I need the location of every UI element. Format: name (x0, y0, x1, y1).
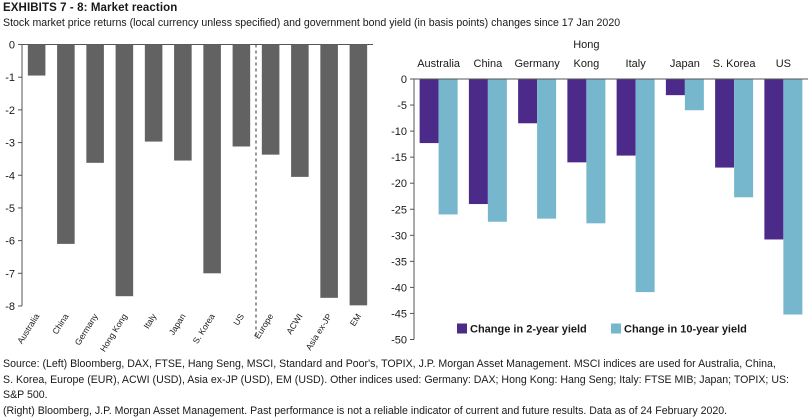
bar-s-korea (203, 44, 221, 274)
exhibit-title: EXHIBITS 7 - 8: Market reaction (3, 2, 178, 14)
bar-acwi (291, 44, 309, 177)
right-y-tick-label: -50 (391, 335, 407, 347)
bar-us-2y (764, 79, 784, 240)
x-tick-label-acwi: ACWI (284, 312, 304, 336)
category-label-hong-kong-line1: Hong (573, 39, 599, 51)
bar-us (232, 44, 251, 147)
bar-australia (27, 44, 46, 76)
x-tick-label-japan: Japan (167, 312, 188, 337)
category-label-germany: Germany (515, 58, 561, 70)
bar-hong-kong-10y (586, 79, 606, 224)
left-y-tick-label: -2 (5, 105, 15, 117)
bar-s-korea-10y (734, 79, 754, 198)
right-y-tick-label: -40 (391, 282, 407, 294)
x-tick-label-hong-kong: Hong Kong (98, 312, 129, 354)
bar-germany-2y (518, 79, 538, 124)
source-line-3: (Right) Bloomberg, J.P. Morgan Asset Man… (3, 404, 728, 417)
left-y-tick-label: -7 (5, 268, 15, 280)
right-y-tick-label: -25 (391, 204, 407, 216)
x-tick-label-us: US (231, 312, 246, 328)
bar-china-2y (468, 79, 488, 205)
x-tick-label-china: China (50, 312, 70, 337)
right-y-tick-label: -30 (391, 230, 407, 242)
right-y-tick-label: -35 (391, 256, 407, 268)
left-y-tick-label: -1 (5, 72, 15, 84)
bar-us-10y (783, 79, 803, 315)
x-tick-label-italy: Italy (141, 311, 158, 330)
category-label-italy: Italy (626, 58, 647, 70)
bar-germany (86, 44, 104, 163)
bond-yield-chart: 0 -5 -10 -15 -20 -25 -30 -35 -40 -45 -50 Australia C… (391, 39, 808, 347)
bar-italy-10y (635, 79, 655, 293)
legend-swatch-2y (457, 323, 467, 334)
left-y-tick-label: -8 (5, 301, 15, 313)
bar-japan-10y (684, 79, 704, 111)
bar-s-korea-2y (715, 79, 735, 168)
bar-china (57, 44, 75, 244)
right-y-tick-label: -45 (391, 308, 407, 320)
right-y-tick-label: -15 (391, 152, 407, 164)
left-y-tick-label: 0 (9, 40, 15, 52)
x-tick-label-em: EM (348, 312, 363, 328)
bar-china-10y (487, 79, 507, 222)
x-tick-label-asia-ex-jp: Asia ex-JP (304, 312, 334, 352)
category-label-us: US (776, 58, 791, 70)
right-y-tick-label: -10 (391, 126, 407, 138)
legend-label-2y: Change in 2-year yield (470, 324, 587, 336)
bar-asia-ex-jp (320, 44, 338, 298)
source-line-2: S. Korea, Europe (EUR), ACWI (USD), Asia… (3, 373, 789, 402)
category-label-japan: Japan (670, 58, 700, 70)
bar-hong-kong (115, 44, 134, 297)
left-y-tick-label: -6 (5, 236, 15, 248)
category-label-s-korea: S. Korea (713, 58, 757, 70)
right-y-tick-label: -20 (391, 178, 407, 190)
bar-germany-10y (537, 79, 557, 219)
source-line-1: Source: (Left) Bloomberg, DAX, FTSE, Han… (3, 358, 776, 370)
bar-italy-2y (616, 79, 636, 156)
category-label-australia: Australia (417, 58, 461, 70)
right-y-tick-label: -5 (397, 100, 407, 112)
chart-header: EXHIBITS 7 - 8: Market reaction Stock ma… (3, 1, 808, 30)
legend-label-10y: Change in 10-year yield (624, 324, 747, 336)
x-tick-label-germany: Germany (73, 311, 101, 347)
left-y-tick-label: -4 (5, 170, 15, 182)
legend-swatch-10y (611, 323, 621, 334)
bar-japan-2y (665, 79, 685, 96)
x-tick-label-s-korea: S. Korea (191, 312, 217, 346)
source-note: Source: (Left) Bloomberg, DAX, FTSE, Han… (3, 357, 808, 419)
bar-italy (144, 44, 163, 142)
bar-australia-2y (419, 79, 439, 144)
x-tick-label-australia: Australia (15, 312, 41, 346)
chart-subtitle: Stock market price returns (local curren… (3, 17, 621, 29)
bar-europe (261, 44, 280, 155)
left-y-tick-label: -5 (5, 203, 15, 215)
bar-australia-10y (438, 79, 458, 215)
right-y-tick-label: 0 (401, 74, 407, 86)
bar-japan (174, 44, 192, 161)
category-label-hong-kong-line2: Kong (574, 58, 600, 70)
bar-em (349, 44, 368, 306)
left-y-tick-label: -3 (5, 138, 15, 150)
bar-hong-kong-2y (567, 79, 587, 163)
category-label-china: China (474, 58, 504, 70)
